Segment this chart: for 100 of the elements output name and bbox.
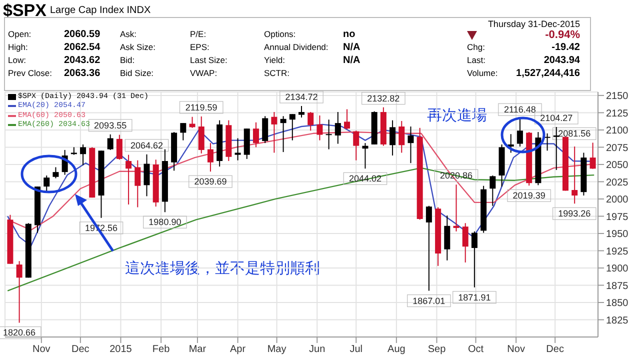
annotation: 2064.62 (130, 140, 164, 150)
y-tick-label: 2050 (606, 160, 629, 172)
candlestick (316, 114, 323, 141)
candlestick (16, 260, 22, 324)
annotation: 2019.39 (512, 190, 546, 201)
candlestick (453, 184, 460, 232)
candlestick (134, 160, 141, 208)
candlestick (544, 132, 550, 152)
x-tick-label: Feb (152, 344, 170, 356)
x-tick-label: Jun (309, 344, 326, 356)
candlestick (198, 116, 204, 154)
annotation: 2081.56 (558, 128, 591, 139)
text: EPS: (190, 42, 210, 52)
text: N/A (343, 55, 360, 66)
annotation: 2039.69 (194, 176, 227, 187)
y-tick-label: 1875 (606, 280, 629, 292)
text: N/A (343, 42, 360, 53)
x-tick-label: Aug (388, 344, 406, 356)
text: Annual Dividend: (264, 42, 328, 52)
x-tick-label: Nov (507, 344, 525, 356)
candlestick (308, 112, 314, 132)
candlestick (207, 142, 214, 172)
candlestick (471, 230, 478, 288)
x-tick-label: 2015 (110, 344, 132, 356)
candlestick (462, 222, 468, 263)
text: VWAP: (190, 68, 218, 78)
text: -19.42 (552, 42, 580, 53)
candlestick (262, 116, 268, 144)
candlestick (298, 105, 304, 118)
text: Bid: (120, 55, 135, 65)
text: 1,527,244,416 (516, 68, 580, 79)
annotation: 2132.82 (367, 93, 400, 104)
candlestick (107, 134, 114, 150)
candlestick (144, 154, 150, 197)
candlestick (398, 120, 405, 154)
candlestick (252, 122, 259, 148)
text: Chg: (467, 42, 485, 52)
text: Last Size: (190, 55, 228, 65)
candlestick (289, 114, 296, 141)
text: Ask: (120, 29, 137, 39)
annotation: 2134.72 (285, 92, 318, 102)
annotation: 2104.27 (540, 113, 573, 124)
text: 2060.59 (64, 29, 100, 40)
text: P/E: (190, 29, 206, 39)
text: 2063.36 (64, 68, 100, 79)
y-tick-label: 1825 (606, 315, 629, 326)
y-tick-label: 1850 (606, 298, 629, 310)
text: no (343, 29, 356, 40)
candlestick (52, 166, 59, 179)
x-tick-label: May (267, 344, 286, 356)
annotation: 2093.55 (94, 120, 127, 130)
candlestick (408, 126, 414, 164)
candlestick (280, 116, 286, 153)
chart-title: $SPX (3, 1, 46, 21)
annotation: 1980.90 (148, 217, 182, 228)
line-series (7, 167, 595, 292)
y-tick-label: 1900 (606, 264, 629, 275)
candlestick (180, 122, 186, 141)
y-tick-label: 2075 (606, 142, 629, 154)
text: 2043.94 (544, 55, 580, 66)
text: Prev Close: (8, 68, 52, 78)
x-tick-label: Oct (468, 344, 484, 356)
candlestick (390, 120, 396, 156)
text: SCTR: (264, 68, 290, 78)
annotation: 1820.66 (3, 328, 36, 338)
x-tick-label: Mar (188, 344, 207, 356)
x-tick-label: Dec (72, 344, 90, 356)
candlestick (490, 175, 496, 206)
text: Low: (8, 55, 26, 65)
candlestick (553, 126, 560, 170)
candlestick (572, 146, 578, 204)
candlestick (334, 112, 341, 144)
text: 2043.62 (64, 55, 100, 66)
candlestick (426, 205, 432, 292)
y-tick-label: 2000 (606, 194, 629, 206)
y-tick-label: 1950 (606, 229, 629, 240)
candlestick (326, 119, 332, 150)
x-tick-label: Jul (350, 344, 363, 356)
candlestick (362, 142, 368, 170)
candlestick (508, 134, 514, 154)
annotation: 1871.91 (458, 292, 491, 302)
chart-subtitle: Large Cap Index INDX (50, 5, 151, 16)
text: High: (8, 42, 28, 52)
candlestick (116, 134, 122, 160)
text: Yield: (264, 55, 285, 65)
candlestick (189, 116, 196, 128)
text: Ask Size: (120, 42, 156, 52)
text: 2062.54 (64, 42, 100, 53)
y-tick-label: 2100 (606, 126, 629, 137)
candlestick (44, 175, 50, 193)
candlestick (234, 138, 241, 161)
candlestick (80, 144, 86, 166)
candlestick (353, 130, 360, 161)
y-tick-label: 2150 (606, 91, 629, 102)
x-tick-label: Nov (32, 344, 50, 356)
text: -0.94% (545, 29, 580, 41)
candlestick (126, 154, 132, 205)
text: Volume: (467, 68, 498, 78)
y-tick-label: 2125 (606, 108, 629, 120)
x-tick-label: Sep (428, 344, 446, 356)
